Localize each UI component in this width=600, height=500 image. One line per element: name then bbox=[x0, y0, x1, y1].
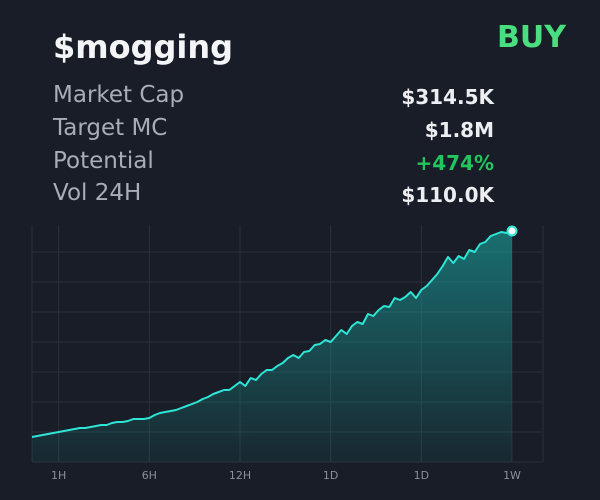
x-tick-label: 1D bbox=[323, 469, 338, 482]
stat-row: Potential +474% bbox=[53, 148, 494, 180]
stat-label: Vol 24H bbox=[53, 180, 142, 206]
stat-label: Market Cap bbox=[53, 82, 185, 108]
stat-label: Target MC bbox=[53, 115, 168, 141]
stat-label: Potential bbox=[53, 148, 154, 174]
stat-value: $110.0K bbox=[401, 183, 494, 207]
stat-row: Target MC $1.8M bbox=[53, 115, 494, 147]
last-point bbox=[506, 225, 518, 237]
x-tick-label: 1D bbox=[414, 469, 429, 482]
x-tick-label: 1H bbox=[51, 469, 66, 482]
x-tick-label: 6H bbox=[142, 469, 157, 482]
stat-value: +474% bbox=[415, 151, 494, 175]
buy-button[interactable]: BUY bbox=[497, 20, 566, 55]
stat-value: $1.8M bbox=[424, 118, 494, 142]
price-line bbox=[31, 230, 513, 438]
stat-value: $314.5K bbox=[401, 85, 494, 109]
stat-row: Market Cap $314.5K bbox=[53, 82, 494, 114]
stat-row: Vol 24H $110.0K bbox=[53, 180, 494, 212]
area-fill bbox=[32, 231, 512, 462]
x-tick-label: 12H bbox=[229, 469, 251, 482]
token-name: $mogging bbox=[53, 28, 234, 66]
x-tick-label: 1W bbox=[503, 469, 521, 482]
